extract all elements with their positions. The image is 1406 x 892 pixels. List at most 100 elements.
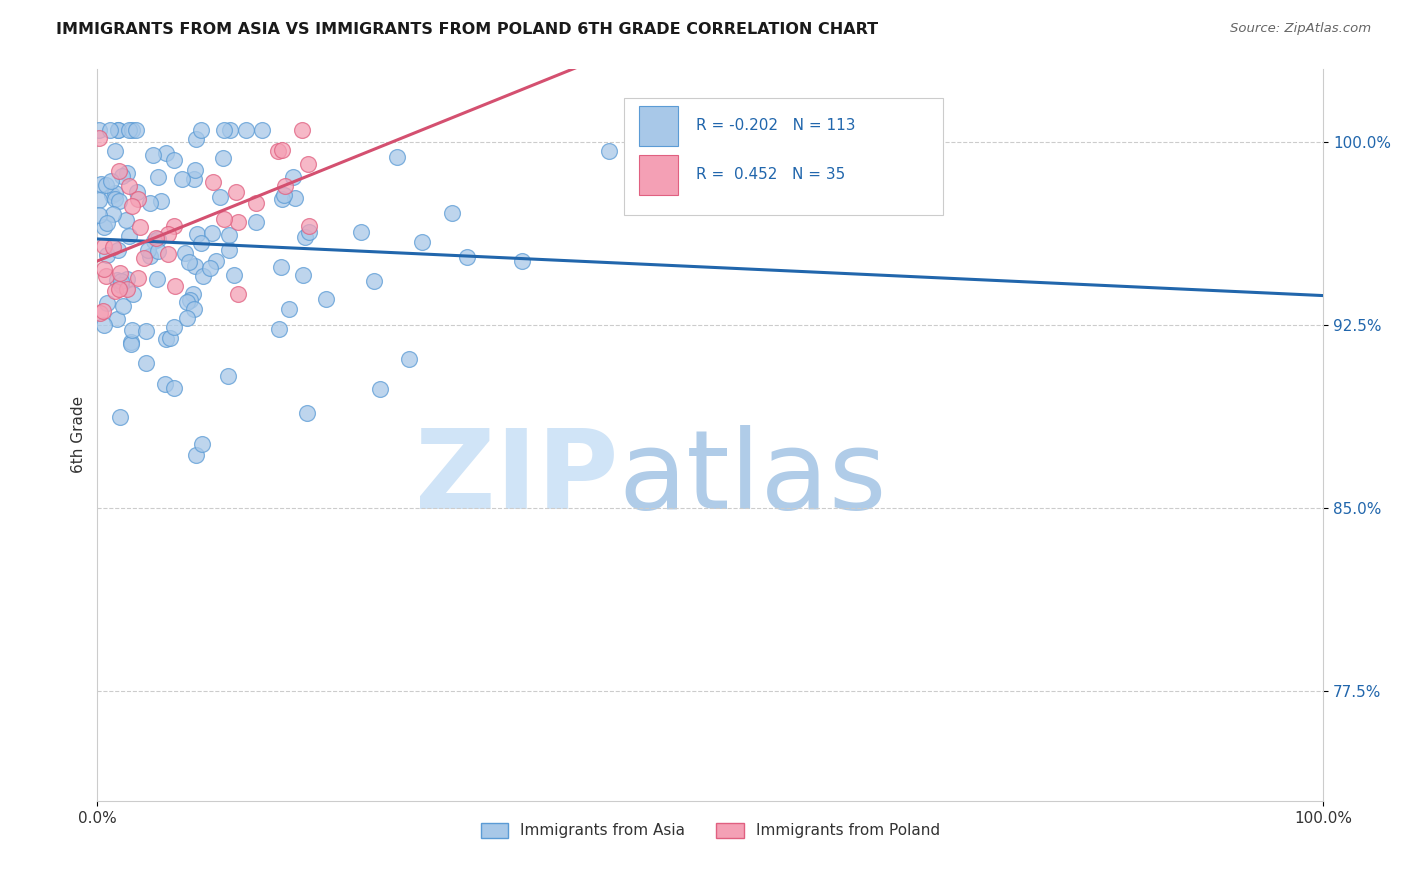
Point (176, 295, 198, 310)
Point (135, 324, 157, 338)
Point (291, 122, 314, 136)
Y-axis label: 6th Grade: 6th Grade (72, 396, 86, 474)
Point (108, 194, 131, 208)
Point (284, 191, 307, 205)
Point (190, 235, 212, 250)
Point (150, 194, 173, 208)
Point (295, 406, 318, 420)
Point (93, 318, 115, 332)
Point (110, 409, 132, 424)
Point (139, 195, 162, 210)
Text: IMMIGRANTS FROM ASIA VS IMMIGRANTS FROM POLAND 6TH GRADE CORRELATION CHART: IMMIGRANTS FROM ASIA VS IMMIGRANTS FROM … (56, 22, 879, 37)
Point (278, 301, 301, 316)
Point (89, 130, 111, 145)
Point (120, 336, 142, 351)
Point (177, 255, 200, 269)
Point (96, 296, 118, 310)
Point (184, 448, 207, 462)
Point (222, 268, 245, 282)
Point (212, 122, 235, 136)
Point (217, 369, 239, 384)
Point (107, 311, 129, 326)
Point (226, 287, 249, 301)
Point (156, 247, 179, 261)
Point (93, 219, 115, 234)
Point (155, 332, 177, 346)
Point (134, 251, 156, 265)
Text: R = -0.202   N = 113: R = -0.202 N = 113 (696, 118, 855, 133)
Point (96, 216, 118, 230)
Point (298, 219, 321, 233)
Text: ZIP: ZIP (415, 425, 619, 533)
Point (271, 143, 294, 157)
Point (107, 122, 129, 136)
Point (121, 199, 143, 213)
Point (201, 226, 224, 240)
Point (153, 377, 176, 392)
Point (87, 208, 110, 222)
Point (103, 240, 125, 254)
Point (139, 249, 162, 263)
Point (100, 188, 122, 202)
Point (145, 272, 167, 286)
Point (225, 185, 247, 199)
Point (98, 122, 121, 136)
Point (294, 229, 316, 244)
Point (510, 254, 533, 268)
Point (145, 230, 167, 244)
Point (245, 215, 267, 229)
Point (148, 169, 170, 184)
Point (115, 166, 138, 180)
Point (270, 192, 292, 206)
Point (146, 232, 169, 246)
Text: atlas: atlas (619, 425, 887, 533)
Point (105, 272, 128, 286)
Point (441, 206, 464, 220)
Point (115, 282, 138, 296)
Point (155, 145, 177, 160)
Point (135, 356, 157, 370)
Point (127, 192, 149, 206)
Text: Source: ZipAtlas.com: Source: ZipAtlas.com (1230, 22, 1371, 36)
Legend: Immigrants from Asia, Immigrants from Poland: Immigrants from Asia, Immigrants from Po… (475, 817, 946, 845)
Point (183, 260, 205, 274)
Point (184, 163, 207, 178)
Point (163, 319, 186, 334)
Point (110, 278, 132, 293)
Point (143, 234, 166, 248)
Point (219, 122, 242, 136)
Point (368, 383, 391, 397)
Point (118, 122, 141, 136)
Point (121, 122, 143, 136)
Point (121, 323, 143, 337)
Point (118, 229, 141, 244)
Point (148, 244, 170, 259)
Point (218, 227, 240, 242)
Point (125, 122, 148, 136)
Point (350, 225, 373, 239)
Point (291, 268, 314, 282)
Point (111, 299, 134, 313)
Point (157, 227, 180, 242)
Point (159, 331, 181, 345)
Point (267, 144, 290, 158)
Point (170, 172, 193, 186)
Point (250, 122, 273, 136)
Point (190, 122, 212, 136)
Point (107, 282, 129, 296)
Point (125, 185, 148, 199)
Point (165, 279, 187, 293)
Point (136, 243, 159, 257)
Point (107, 244, 129, 258)
Point (89, 305, 111, 319)
FancyBboxPatch shape (640, 154, 679, 194)
Point (93, 262, 115, 277)
Point (385, 150, 408, 164)
Point (315, 293, 337, 307)
Point (104, 144, 127, 158)
Point (94, 269, 117, 284)
Point (183, 302, 205, 317)
Point (281, 169, 304, 184)
Point (598, 144, 620, 158)
Point (100, 173, 122, 187)
